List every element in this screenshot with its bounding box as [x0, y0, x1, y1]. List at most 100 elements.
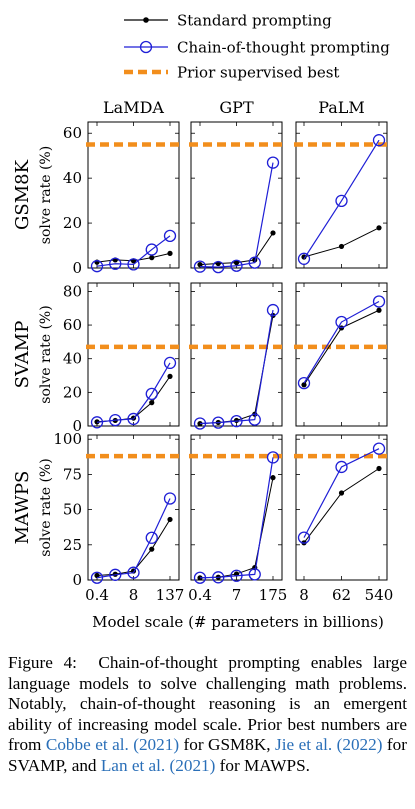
standard-point [197, 421, 203, 427]
legend-cot-marker [139, 40, 153, 54]
standard-point [233, 260, 240, 266]
y-tick-label: 100 [53, 430, 82, 448]
cot-point [297, 252, 311, 265]
row-ylabel-gsm8k: solve rate (%) [38, 146, 54, 244]
standard-point [167, 516, 173, 523]
standard-series-line [96, 376, 171, 423]
y-tick-label: 25 [63, 536, 82, 554]
cot-point [266, 156, 280, 169]
row-label-gsm8k: GSM8K [12, 159, 33, 230]
cot-point [212, 260, 225, 274]
panel-gsm8k-palm [294, 121, 389, 269]
x-tick-label: 0.4 [188, 586, 212, 604]
standard-point [197, 262, 203, 268]
cot-point [145, 531, 158, 544]
panel-gsm8k-lamda [86, 121, 181, 273]
cot-point [248, 413, 261, 426]
legend: Standard prompting Chain-of-thought promp… [124, 12, 390, 82]
cot-series-line [199, 309, 274, 425]
cot-point [163, 356, 177, 370]
cot-point [297, 376, 311, 390]
figure-caption: Figure 4: Chain-of-thought prompting ena… [8, 653, 407, 777]
panel-frame [190, 282, 283, 427]
standard-point [167, 250, 173, 256]
cot-point [230, 569, 243, 582]
legend-standard-marker [143, 17, 149, 23]
cot-point [90, 571, 104, 584]
row-ylabel-mawps: solve rate (%) [38, 458, 54, 556]
cot-point [372, 134, 386, 147]
cot-point [230, 414, 243, 428]
x-tick-label: 8 [129, 586, 139, 604]
standard-series-line [199, 315, 274, 425]
panel-mawps-lamda: 0.4 8 137 [85, 434, 185, 604]
cot-point [266, 303, 280, 317]
cot-point [127, 412, 140, 426]
y-tick-label: 40 [63, 169, 82, 187]
cot-point [335, 194, 348, 207]
x-tick-label: 62 [332, 586, 351, 604]
cot-point [193, 571, 207, 584]
x-tick-label: 0.4 [85, 586, 109, 604]
standard-point [376, 307, 382, 313]
row-ylabel-svamp: solve rate (%) [38, 305, 54, 403]
y-tick-label: 40 [63, 350, 82, 368]
standard-point [270, 230, 276, 236]
x-axis-label: Model scale (# parameters in billions) [92, 613, 384, 631]
cot-point [335, 460, 348, 474]
cot-point [266, 451, 280, 464]
cot-series-line [96, 498, 171, 579]
standard-point [338, 243, 345, 250]
cot-point [127, 258, 140, 271]
cot-point [163, 492, 177, 505]
row-dataset-label: MAWPS [12, 471, 33, 545]
cot-point [90, 416, 104, 429]
cot-point [109, 413, 122, 427]
y-tick-label: 75 [63, 465, 82, 483]
panel-svamp-lamda [86, 282, 181, 429]
citation-jie[interactable]: Jie et al. (2022) [275, 735, 383, 755]
column-title-palm: PaLM [318, 98, 365, 117]
row-dataset-label: GSM8K [12, 159, 33, 230]
caption-text-4: for MAWPS. [215, 755, 310, 775]
row-label-svamp: SVAMP [12, 321, 33, 389]
legend-label-prior: Prior supervised best [177, 64, 339, 82]
cot-point [230, 259, 243, 272]
y-tick-label: 60 [63, 316, 82, 334]
caption-text-2: for GSM8K, [179, 735, 276, 755]
standard-point [338, 490, 345, 496]
caption-text-1: Chain-of-thought prompting enables large… [8, 653, 407, 755]
standard-point [149, 546, 155, 552]
citation-lan[interactable]: Lan et al. (2021) [100, 755, 216, 775]
panel-svamp-palm [294, 282, 389, 427]
cot-point [109, 568, 122, 581]
panel-frame [87, 282, 180, 427]
standard-point [149, 400, 155, 406]
y-axis-label: solve rate (%) [38, 458, 54, 556]
figure-chart: Standard prompting Chain-of-thought promp… [12, 12, 394, 632]
y-tick-label: 60 [63, 124, 82, 142]
y-tick-label: 0 [72, 259, 82, 277]
cot-point [372, 295, 386, 308]
standard-point [94, 572, 100, 579]
y-tick-label: 20 [63, 214, 82, 232]
standard-series-line [303, 468, 380, 544]
cot-series-line [303, 300, 380, 384]
cot-point [372, 442, 386, 455]
y-tick-label: 0 [72, 417, 82, 435]
cot-point [163, 229, 177, 243]
y-tick-label: 0 [72, 571, 82, 589]
x-tick-label: 540 [365, 586, 394, 604]
citation-cobbe[interactable]: Cobbe et al. (2021) [45, 735, 180, 755]
y-tick-label: 50 [63, 501, 82, 519]
row-dataset-label: SVAMP [12, 321, 33, 389]
cot-point [127, 566, 140, 579]
cot-point [297, 531, 311, 544]
caption-text-3: for SVAMP, and [8, 735, 407, 775]
standard-point [167, 373, 173, 379]
panel-svamp-gpt [189, 282, 284, 430]
cot-point [248, 568, 261, 581]
cot-point [145, 387, 158, 401]
x-tick-label: 137 [156, 586, 185, 604]
y-tick-label: 80 [63, 282, 82, 300]
